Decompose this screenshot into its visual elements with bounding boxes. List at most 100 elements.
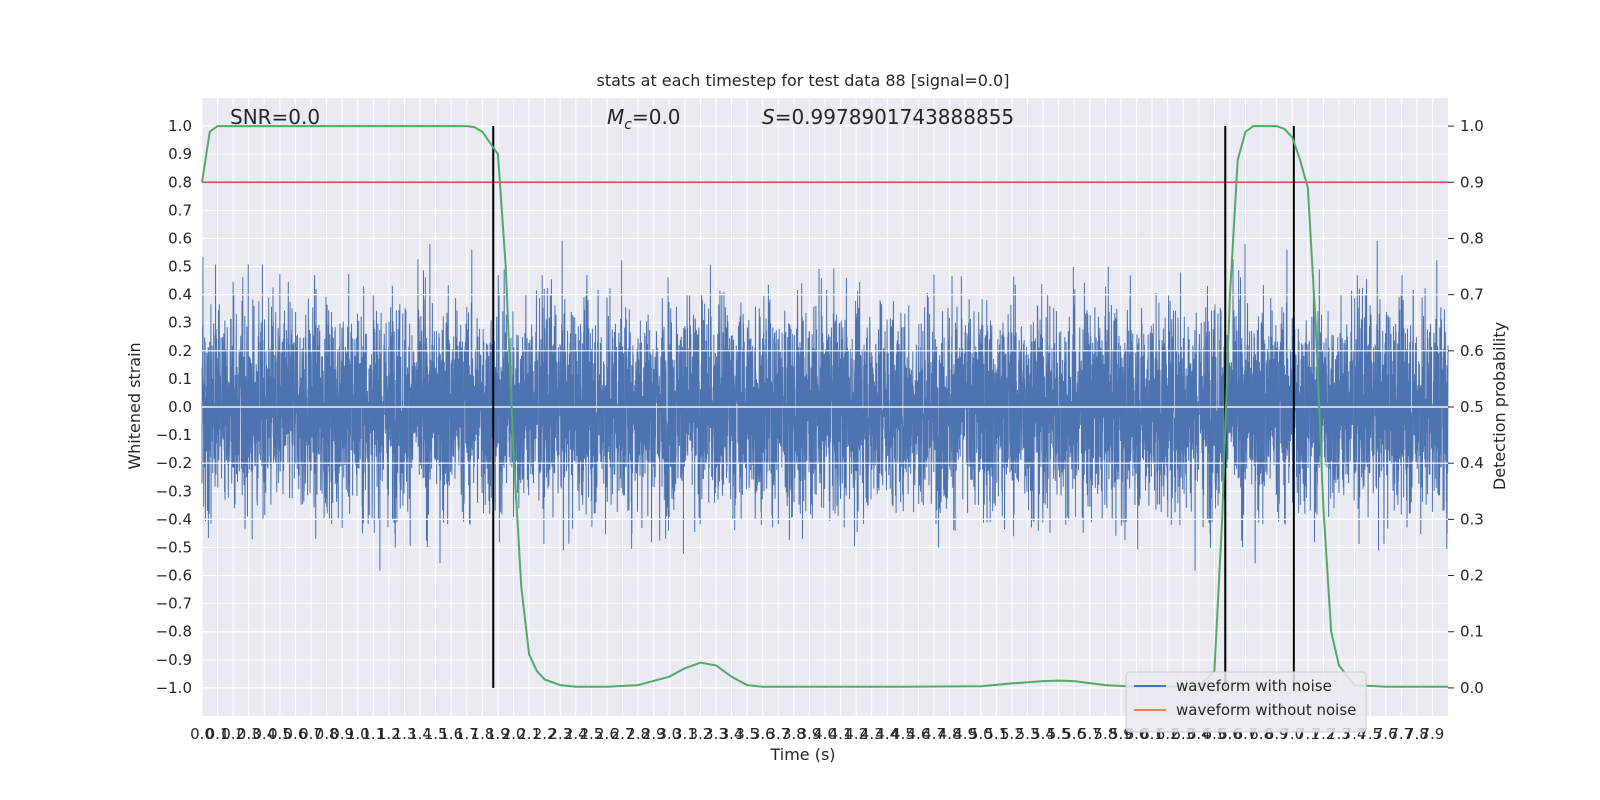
x-tick-label: 0.0 xyxy=(190,725,214,743)
x-tick-label: 5.4 xyxy=(1031,725,1055,743)
x-tick-label: 5.7 xyxy=(1078,725,1102,743)
y-tick-label: 0.7 xyxy=(168,201,192,219)
right-tick-label: 0.1 xyxy=(1460,623,1484,641)
x-tick-label: 3.8 xyxy=(782,725,806,743)
x-tick-label: 1.7 xyxy=(455,725,479,743)
x-tick-label: 2.6 xyxy=(595,725,619,743)
x-tick-label: 5.1 xyxy=(984,725,1008,743)
x-tick-label: 4.6 xyxy=(907,725,931,743)
x-tick-label: 5.0 xyxy=(969,725,993,743)
waveform-with-noise-series xyxy=(201,240,1449,571)
x-tick-label: 0.6 xyxy=(284,725,308,743)
x-tick-label: 2.2 xyxy=(533,725,557,743)
x-tick-label: 2.4 xyxy=(564,725,588,743)
right-tick-label: 0.3 xyxy=(1460,510,1484,528)
x-tick-label: 1.3 xyxy=(393,725,417,743)
x-tick-label: 3.5 xyxy=(735,725,759,743)
y-tick-label: 0.2 xyxy=(168,342,192,360)
x-tick-label: 3.3 xyxy=(704,725,728,743)
right-tick-label: 0.9 xyxy=(1460,173,1484,191)
x-tick-label: 0.7 xyxy=(299,725,323,743)
x-tick-label: 0.3 xyxy=(237,725,261,743)
x-tick-label: 4.0 xyxy=(813,725,837,743)
y-tick-label: −0.7 xyxy=(156,595,192,613)
s-score-value: =0.9978901743888855 xyxy=(775,105,1014,129)
x-tick-label: 2.1 xyxy=(517,725,541,743)
x-tick-label: 7.8 xyxy=(1405,725,1429,743)
x-tick-label: 2.7 xyxy=(611,725,635,743)
right-axis-ticks: 0.0 0.1 0.2 0.3 0.4 0.5 0.6 0.7 0.8 0.9 1.0 xyxy=(1448,117,1484,697)
x-tick-label: 4.3 xyxy=(860,725,884,743)
y-axis-label: Whitened strain xyxy=(125,342,144,469)
chirp-mass-value: =0.0 xyxy=(632,105,681,129)
x-tick-label: 1.2 xyxy=(377,725,401,743)
legend: waveform with noise waveform without noi… xyxy=(1125,671,1367,733)
right-tick-label: 0.7 xyxy=(1460,286,1484,304)
x-tick-label: 3.7 xyxy=(766,725,790,743)
right-tick-label: 0.4 xyxy=(1460,454,1484,472)
x-tick-label: 4.9 xyxy=(953,725,977,743)
y-tick-label: −0.5 xyxy=(156,538,192,556)
y-tick-label: 1.0 xyxy=(168,117,192,135)
y-tick-label: −0.1 xyxy=(156,426,192,444)
x-tick-label: 4.5 xyxy=(891,725,915,743)
x-tick-label: 3.6 xyxy=(751,725,775,743)
x-tick-label: 1.4 xyxy=(408,725,432,743)
x-tick-label: 7.7 xyxy=(1389,725,1413,743)
y-tick-label: −0.4 xyxy=(156,510,192,528)
right-tick-label: 0.6 xyxy=(1460,342,1484,360)
x-tick-label: 1.8 xyxy=(470,725,494,743)
right-tick-label: 0.8 xyxy=(1460,229,1484,247)
y-tick-label: −0.9 xyxy=(156,651,192,669)
x-tick-label: 0.2 xyxy=(221,725,245,743)
x-tick-label: 1.5 xyxy=(424,725,448,743)
detection-probability-series xyxy=(201,125,1448,688)
chirp-mass-subscript: c xyxy=(624,117,632,133)
right-tick-label: 1.0 xyxy=(1460,117,1484,135)
x-tick-label: 0.5 xyxy=(268,725,292,743)
y-tick-label: 0.4 xyxy=(168,286,192,304)
chirp-mass-symbol: M xyxy=(607,105,624,129)
x-tick-label: 1.6 xyxy=(439,725,463,743)
right-tick-label: 0.0 xyxy=(1460,679,1484,697)
legend-box xyxy=(1125,671,1367,733)
y-tick-label: 0.3 xyxy=(168,314,192,332)
chirp-mass-annotation: Mc=0.0 xyxy=(607,105,681,133)
x-axis-label: Time (s) xyxy=(769,745,835,764)
x-tick-label: 2.8 xyxy=(626,725,650,743)
y-tick-labels: −1.0 −0.9 −0.8 −0.7 −0.6 −0.5 −0.4 −0.3 −0.2 −0.1… xyxy=(156,117,192,697)
x-tick-label: 7.9 xyxy=(1420,725,1444,743)
x-tick-label: 0.1 xyxy=(206,725,230,743)
y-tick-label: −0.8 xyxy=(156,623,192,641)
x-tick-label: 3.2 xyxy=(688,725,712,743)
s-score-symbol: S xyxy=(762,105,775,129)
y-tick-label: −0.6 xyxy=(156,567,192,585)
y-tick-label: −0.3 xyxy=(156,482,192,500)
x-tick-label: 5.3 xyxy=(1016,725,1040,743)
x-tick-label: 1.0 xyxy=(346,725,370,743)
x-tick-label: 4.8 xyxy=(938,725,962,743)
x-tick-label: 7.6 xyxy=(1374,725,1398,743)
x-tick-label: 0.4 xyxy=(252,725,276,743)
right-tick-label: 0.2 xyxy=(1460,567,1484,585)
x-tick-label: 5.2 xyxy=(1000,725,1024,743)
y-tick-label: −1.0 xyxy=(156,679,192,697)
y-tick-label: 0.5 xyxy=(168,258,192,276)
x-tick-label: 5.5 xyxy=(1047,725,1071,743)
y-tick-label: 0.1 xyxy=(168,370,192,388)
x-tick-label: 3.0 xyxy=(657,725,681,743)
s-score-annotation: S=0.9978901743888855 xyxy=(762,105,1014,129)
legend-label-noisy: waveform with noise xyxy=(1176,677,1332,695)
x-tick-label: 1.9 xyxy=(486,725,510,743)
x-tick-label: 3.4 xyxy=(720,725,744,743)
x-tick-label: 2.3 xyxy=(548,725,572,743)
x-tick-label: 4.1 xyxy=(829,725,853,743)
x-tick-label: 3.9 xyxy=(797,725,821,743)
x-tick-label: 0.8 xyxy=(315,725,339,743)
x-tick-label: 2.5 xyxy=(579,725,603,743)
chart-title: stats at each timestep for test data 88 … xyxy=(597,71,1010,90)
y-tick-label: 0.9 xyxy=(168,145,192,163)
x-tick-label: 3.1 xyxy=(673,725,697,743)
x-tick-label: 2.9 xyxy=(642,725,666,743)
